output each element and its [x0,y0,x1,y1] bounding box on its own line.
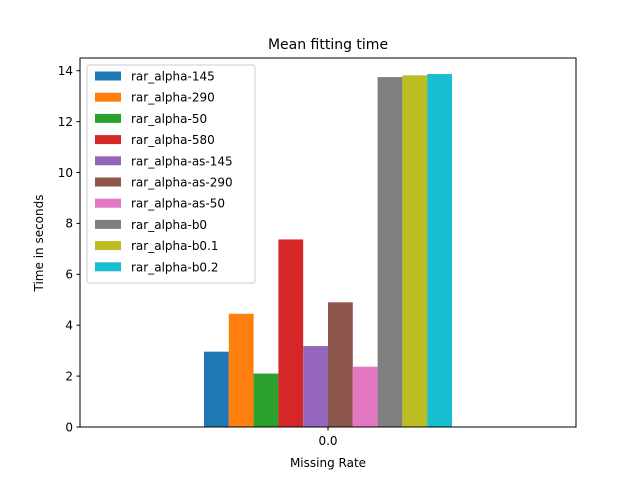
legend-swatch-rar_alpha-b0.2 [95,262,121,272]
legend: rar_alpha-145 rar_alpha-290 rar_alpha-50ra… [86,64,256,284]
legend-label-rar_alpha-as-145: rar_alpha-as-145 [131,154,233,168]
y-axis-ticks: 0 2 4 6 8 10 12 14 [58,64,80,434]
legend-label-rar_alpha-b0.1: rar_alpha-b0.1 [131,239,219,253]
legend-swatch-rar_alpha-as-50 [95,198,121,208]
y-tick-label: 10 [58,166,73,180]
legend-box [86,64,256,284]
bar-rar_alpha-b0.2 [427,74,452,427]
legend-swatch-rar_alpha-b0.1 [95,241,121,251]
legend-swatch-rar_alpha-as-290 [95,177,121,187]
y-tick-label: 12 [58,115,73,129]
legend-swatch-rar_alpha-as-145 [95,156,121,166]
bar-rar_alpha-580 [278,239,304,427]
legend-swatch-rar_alpha-145 [95,71,121,81]
plot-frame [79,57,577,428]
bar-rar_alpha-as-50 [352,366,378,427]
legend-swatch-rar_alpha-290 [95,92,121,102]
bar-rar_alpha-145 [204,351,229,427]
y-tick-label: 0 [65,420,73,434]
legend-label-rar_alpha-580: rar_alpha-580 [131,133,215,147]
legend-label-rar_alpha-145: rar_alpha-145 [131,70,215,84]
bar-rar_alpha-50 [253,373,279,427]
legend-label-rar_alpha-290: rar_alpha-290 [131,91,215,105]
x-axis-label: Missing Rate [290,456,366,470]
y-tick-label: 2 [65,369,73,383]
chart-title: Mean fitting time [268,37,388,53]
legend-label-rar_alpha-as-290: rar_alpha-as-290 [131,176,233,190]
y-tick-label: 8 [65,217,73,231]
legend-label-rar_alpha-b0.2: rar_alpha-b0.2 [131,260,219,274]
bars-group [204,74,452,428]
legend-label-rar_alpha-as-50: rar_alpha-as-50 [131,197,225,211]
legend-swatch-rar_alpha-580 [95,135,121,145]
bar-rar_alpha-b0 [377,77,403,427]
bar-rar_alpha-b0.1 [402,75,428,428]
y-tick-label: 4 [65,319,73,333]
legend-label-rar_alpha-50: rar_alpha-50 [131,112,207,126]
y-tick-label: 6 [65,268,73,282]
legend-swatch-rar_alpha-50 [95,113,121,123]
y-tick-label: 14 [58,64,73,78]
bar-rar_alpha-290 [228,313,254,427]
bar-rar_alpha-as-290 [328,302,353,427]
legend-label-rar_alpha-b0: rar_alpha-b0 [131,218,207,232]
x-tick-label: 0.0 [318,434,337,448]
x-axis-ticks: 0.0 [318,427,338,448]
y-axis-label: Time in seconds [32,195,46,293]
bar-rar_alpha-as-145 [303,346,328,427]
legend-swatch-rar_alpha-b0 [95,219,121,229]
